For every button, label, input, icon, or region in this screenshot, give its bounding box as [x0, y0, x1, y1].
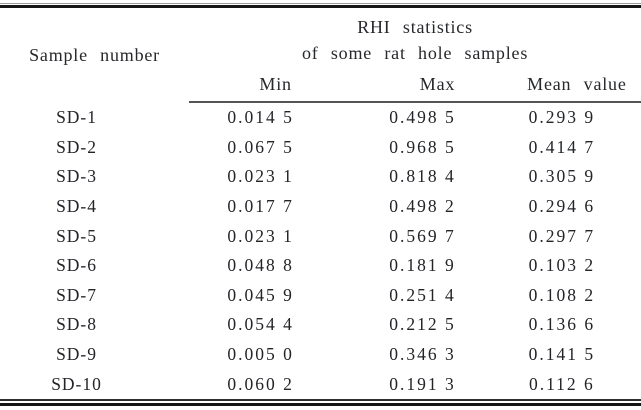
min-value-cell: 0.014 5 [227, 107, 294, 128]
column-header-max: Max [362, 68, 513, 103]
bottom-rule-thin [0, 398, 641, 401]
group-header-line2: of some rat hole samples [301, 43, 529, 63]
column-group-header-rhi-statistics: RHI statistics of some rat hole samples [189, 8, 641, 68]
table-body: SD-1 0.014 5 0.498 5 0.293 9 SD-2 0.067 5 0.96… [0, 102, 641, 399]
mean-value-cell: 0.305 9 [528, 166, 596, 187]
max-value-cell: 0.346 3 [389, 344, 456, 365]
table-row: SD-5 0.023 1 0.569 7 0.297 7 [0, 221, 641, 251]
mean-value-cell: 0.112 6 [528, 373, 595, 394]
min-value-cell: 0.048 8 [227, 255, 294, 276]
table-row: SD-1 0.014 5 0.498 5 0.293 9 [0, 102, 641, 133]
table-row: SD-4 0.017 7 0.498 2 0.294 6 [0, 192, 641, 222]
mean-value-cell: 0.103 2 [528, 255, 596, 276]
table-row: SD-2 0.067 5 0.968 5 0.414 7 [0, 133, 641, 163]
mean-value-cell: 0.297 7 [528, 225, 596, 246]
mean-value-cell: 0.294 6 [528, 196, 596, 217]
max-value-cell: 0.498 5 [389, 107, 456, 128]
sample-number-cell: SD-4 [56, 196, 98, 217]
sub-header-row: Min Max Mean value [0, 68, 641, 103]
sample-number-cell: SD-3 [56, 166, 98, 187]
min-value-cell: 0.017 7 [227, 196, 294, 217]
table-row: SD-7 0.045 9 0.251 4 0.108 2 [0, 281, 641, 311]
group-header-row: Sample number RHI statistics of some rat… [0, 8, 641, 68]
table-header: Sample number RHI statistics of some rat… [0, 8, 641, 103]
max-value-cell: 0.251 4 [389, 284, 456, 305]
mean-value-cell: 0.141 5 [528, 344, 596, 365]
sample-number-cell: SD-5 [56, 225, 98, 246]
min-value-cell: 0.023 1 [227, 166, 294, 187]
rhi-statistics-table: Sample number RHI statistics of some rat… [0, 8, 641, 399]
sample-number-cell: SD-10 [51, 373, 102, 394]
top-rule-heavy [0, 5, 641, 8]
table-row: SD-8 0.054 4 0.212 5 0.136 6 [0, 310, 641, 340]
mean-value-cell: 0.293 9 [528, 107, 596, 128]
sample-number-cell: SD-6 [56, 255, 98, 276]
max-value-cell: 0.569 7 [389, 225, 456, 246]
mean-value-cell: 0.414 7 [528, 136, 596, 157]
column-header-min: Min [189, 68, 363, 103]
sample-number-cell: SD-1 [56, 106, 98, 127]
group-header-line1: RHI statistics [357, 17, 473, 37]
sample-number-cell: SD-2 [56, 136, 98, 157]
mean-value-cell: 0.136 6 [528, 314, 596, 335]
bottom-rule-heavy [0, 402, 641, 406]
min-value-cell: 0.005 0 [227, 344, 294, 365]
min-value-cell: 0.067 5 [227, 136, 294, 157]
sample-number-cell: SD-7 [56, 284, 98, 305]
table-row: SD-10 0.060 2 0.191 3 0.112 6 [0, 369, 641, 399]
max-value-cell: 0.498 2 [389, 196, 456, 217]
table-row: SD-9 0.005 0 0.346 3 0.141 5 [0, 340, 641, 370]
min-value-cell: 0.054 4 [227, 314, 294, 335]
min-value-cell: 0.023 1 [227, 225, 294, 246]
mean-value-cell: 0.108 2 [528, 284, 596, 305]
sample-number-cell: SD-8 [56, 314, 98, 335]
table-row: SD-3 0.023 1 0.818 4 0.305 9 [0, 162, 641, 192]
max-value-cell: 0.191 3 [389, 373, 456, 394]
sample-number-cell: SD-9 [56, 344, 98, 365]
max-value-cell: 0.181 9 [389, 255, 456, 276]
max-value-cell: 0.212 5 [389, 314, 456, 335]
min-value-cell: 0.045 9 [227, 284, 294, 305]
column-header-sample-number: Sample number [29, 44, 160, 65]
min-value-cell: 0.060 2 [227, 373, 294, 394]
top-rule-light [0, 3, 641, 4]
max-value-cell: 0.968 5 [389, 136, 456, 157]
max-value-cell: 0.818 4 [389, 166, 456, 187]
table-row: SD-6 0.048 8 0.181 9 0.103 2 [0, 251, 641, 281]
column-header-mean-value: Mean value [512, 68, 641, 103]
